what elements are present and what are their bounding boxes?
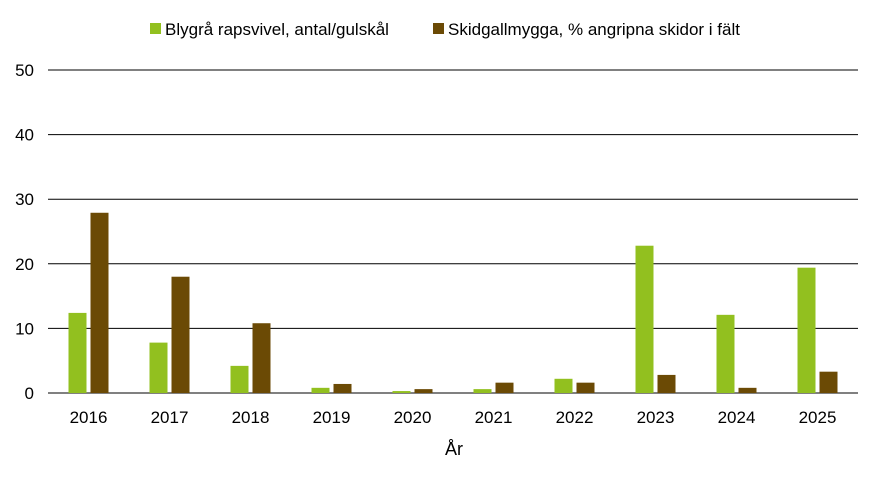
bar-rapsvivel-2022 [554, 378, 573, 393]
x-axis-label: År [445, 439, 463, 459]
gridlines [48, 69, 858, 394]
bar-rapsvivel-2024 [716, 314, 735, 393]
bar-rapsvivel-2023 [635, 245, 654, 393]
y-tick-label: 40 [15, 126, 34, 145]
bar-rapsvivel-2017 [149, 342, 168, 393]
bar-rapsvivel-2021 [473, 389, 492, 393]
bar-rapsvivel-2020 [392, 391, 411, 393]
bar-skidgallmygga-2016 [90, 212, 109, 393]
bar-rapsvivel-2019 [311, 387, 330, 393]
bar-rapsvivel-2018 [230, 365, 249, 393]
x-tick-label: 2017 [151, 408, 189, 427]
bar-rapsvivel-2016 [68, 312, 87, 393]
x-tick-label: 2021 [475, 408, 513, 427]
y-axis-ticks: 0 10 20 30 40 50 [15, 61, 34, 403]
bar-skidgallmygga-2019 [333, 383, 352, 393]
legend-label: Skidgallmygga, % angripna skidor i fält [448, 20, 740, 39]
x-tick-label: 2016 [70, 408, 108, 427]
x-tick-label: 2018 [232, 408, 270, 427]
x-axis-ticks: 2016 2017 2018 2019 2020 2021 2022 2023 2024 2025 [70, 408, 837, 427]
y-tick-label: 30 [15, 190, 34, 209]
legend-label: Blygrå rapsvivel, antal/gulskål [165, 20, 389, 39]
y-tick-label: 20 [15, 255, 34, 274]
x-tick-label: 2025 [799, 408, 837, 427]
x-tick-label: 2019 [313, 408, 351, 427]
bar-skidgallmygga-2022 [576, 382, 595, 393]
legend-swatch [433, 23, 444, 34]
legend-swatch [150, 23, 161, 34]
bar-skidgallmygga-2018 [252, 323, 271, 393]
bar-skidgallmygga-2025 [819, 371, 838, 393]
bar-skidgallmygga-2021 [495, 382, 514, 393]
bars [68, 212, 838, 393]
x-tick-label: 2024 [718, 408, 756, 427]
y-tick-label: 0 [25, 384, 34, 403]
x-tick-label: 2022 [556, 408, 594, 427]
bar-skidgallmygga-2020 [414, 389, 433, 393]
legend: Blygrå rapsvivel, antal/gulskål Skidgallm… [150, 20, 740, 39]
bar-skidgallmygga-2024 [738, 387, 757, 393]
y-tick-label: 10 [15, 319, 34, 338]
bar-rapsvivel-2025 [797, 267, 816, 393]
y-tick-label: 50 [15, 61, 34, 80]
bar-skidgallmygga-2017 [171, 276, 190, 393]
x-tick-label: 2023 [637, 408, 675, 427]
bar-skidgallmygga-2023 [657, 374, 676, 393]
x-tick-label: 2020 [394, 408, 432, 427]
